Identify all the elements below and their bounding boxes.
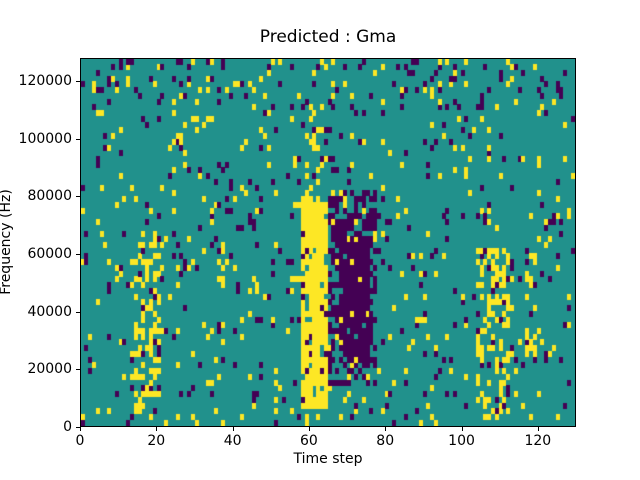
x-tick-mark — [80, 427, 81, 431]
x-tick-label: 100 — [448, 433, 475, 449]
y-tick-label: 100000 — [18, 130, 72, 147]
y-tick-label: 20000 — [27, 361, 72, 378]
x-tick-mark — [156, 427, 158, 431]
y-tick-mark — [76, 369, 80, 371]
y-axis-label: Frequency (Hz) — [0, 189, 14, 295]
y-tick-label: 0 — [63, 419, 72, 435]
y-tick-mark — [76, 138, 80, 140]
x-tick-label: 20 — [147, 433, 166, 449]
x-tick-mark — [461, 427, 463, 431]
y-tick-mark — [76, 196, 80, 198]
y-tick-mark — [76, 254, 80, 256]
x-tick-label: 0 — [75, 433, 85, 449]
x-tick-mark — [537, 427, 539, 431]
y-tick-mark — [76, 311, 80, 313]
y-tick-label: 60000 — [27, 246, 72, 263]
heatmap-canvas — [81, 59, 575, 426]
x-tick-mark — [232, 427, 234, 431]
chart-title: Predicted : Gma — [259, 27, 397, 47]
x-tick-mark — [308, 427, 310, 431]
x-tick-label: 120 — [524, 433, 552, 449]
x-tick-label: 80 — [376, 433, 395, 449]
y-tick-mark — [76, 427, 80, 428]
x-axis-label: Time step — [293, 451, 363, 467]
y-tick-label: 40000 — [27, 303, 72, 320]
plot-area — [80, 58, 576, 427]
x-tick-label: 60 — [300, 433, 318, 449]
y-tick-label: 120000 — [18, 73, 72, 90]
y-tick-mark — [76, 81, 80, 83]
x-tick-mark — [385, 427, 387, 431]
x-tick-label: 40 — [223, 433, 242, 449]
y-tick-label: 80000 — [27, 188, 72, 205]
